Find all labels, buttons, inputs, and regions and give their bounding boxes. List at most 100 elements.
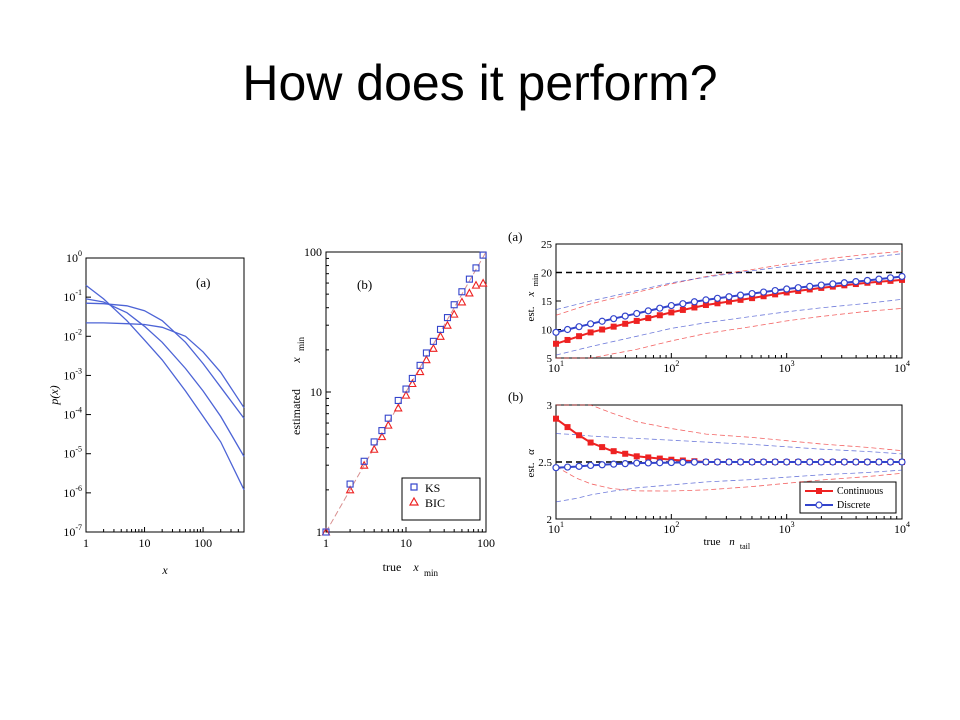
discrete-marker [898, 458, 906, 466]
discrete-marker [840, 279, 848, 287]
bic-point [407, 378, 417, 388]
x-tick-label: 1 [323, 536, 329, 550]
y-tick-label: 10-1 [63, 288, 82, 304]
continuous-marker [899, 459, 905, 465]
legend-marker-continuous [816, 488, 822, 494]
continuous-marker [656, 312, 663, 319]
y-tick-label: 100 [66, 249, 82, 265]
discrete-marker [575, 323, 583, 331]
discrete-marker [667, 301, 675, 310]
lower-band-continuous [556, 308, 903, 359]
continuous-marker [610, 323, 617, 330]
ylabel: est. x min [525, 274, 540, 322]
continuous-marker [633, 453, 640, 460]
series-line-continuous [555, 417, 902, 463]
continuous-marker [714, 459, 721, 465]
continuous-marker [829, 283, 836, 290]
discrete-marker [898, 272, 906, 281]
discrete-marker [633, 459, 641, 467]
discrete-marker [586, 320, 595, 328]
discrete-marker [794, 458, 802, 466]
discrete-marker [563, 463, 572, 471]
discrete-marker [667, 458, 675, 467]
y-tick-label: 100 [304, 245, 322, 259]
discrete-marker [552, 328, 560, 336]
upper-band-discrete [555, 433, 903, 455]
continuous-marker [679, 306, 686, 313]
ks-point [402, 385, 410, 393]
xlabel-text: true [703, 536, 720, 548]
y-tick-label: 10-5 [63, 445, 82, 461]
continuous-marker [783, 459, 790, 465]
continuous-marker [875, 278, 882, 285]
ks-point [360, 457, 368, 465]
legend: KS BIC [401, 477, 481, 521]
y-tick-label: 5 [547, 353, 553, 365]
legend-label-discrete: Discrete [837, 500, 871, 511]
series-line-4 [86, 322, 245, 409]
continuous-marker [864, 459, 871, 465]
diagonal-reference [325, 251, 487, 533]
discrete-marker [863, 458, 872, 466]
discrete-marker [690, 458, 699, 466]
discrete-marker [725, 458, 733, 466]
continuous-marker [841, 282, 848, 289]
legend-label-ks: KS [425, 481, 440, 495]
discrete-marker [690, 298, 699, 306]
discrete-marker [656, 459, 664, 467]
discrete-marker [702, 296, 710, 304]
y-tick-label: 3 [547, 400, 553, 412]
discrete-marker [713, 458, 722, 466]
continuous-marker [714, 300, 721, 307]
continuous-marker [726, 459, 732, 465]
plot-frame [85, 257, 245, 533]
ks-point [472, 264, 480, 272]
ks-point [370, 438, 378, 446]
y-tick-label: 10-4 [63, 406, 82, 422]
continuous-marker [806, 459, 813, 465]
discrete-marker [875, 275, 883, 283]
discrete-marker [852, 458, 860, 466]
bic-point [383, 420, 393, 429]
discrete-marker [598, 461, 606, 469]
legend-box [799, 481, 897, 514]
xlabel-sub: min [424, 568, 439, 578]
discrete-marker [817, 281, 825, 289]
ks-point [422, 349, 430, 357]
discrete-marker [748, 458, 756, 466]
plot-frame [555, 404, 903, 520]
discrete-marker [610, 315, 618, 323]
continuous-marker [749, 459, 756, 465]
discrete-marker [656, 304, 664, 312]
plot-frame [325, 251, 487, 533]
lower-band-continuous [555, 466, 903, 492]
continuous-marker [599, 444, 606, 451]
discrete-marker [586, 461, 595, 470]
continuous-marker [887, 277, 894, 284]
panel-label: (b) [508, 389, 523, 404]
y-tick-label: 10-6 [63, 484, 82, 500]
discrete-marker [679, 300, 687, 308]
x-tick-label: 102 [663, 359, 679, 375]
x-tick-label: 1 [83, 536, 89, 550]
discrete-marker [783, 285, 791, 293]
series-line-discrete [555, 275, 903, 334]
continuous-marker [553, 415, 559, 422]
continuous-marker [587, 439, 594, 446]
y-tick-label: 10-7 [63, 523, 82, 539]
legend-marker-discrete [815, 501, 823, 509]
bic-point [428, 343, 438, 352]
continuous-marker [795, 459, 802, 465]
y-tick-label: 10-3 [63, 366, 82, 382]
bic-point [436, 331, 445, 340]
bic-point [321, 527, 331, 536]
continuous-marker [622, 450, 629, 457]
continuous-marker [899, 276, 905, 283]
series-line-1 [85, 284, 245, 491]
continuous-marker [645, 454, 652, 461]
discrete-marker [633, 309, 641, 318]
bic-point [345, 485, 355, 494]
discrete-marker [759, 458, 768, 466]
x-tick-label: 10 [400, 536, 412, 550]
x-tick-label: 104 [894, 359, 910, 375]
